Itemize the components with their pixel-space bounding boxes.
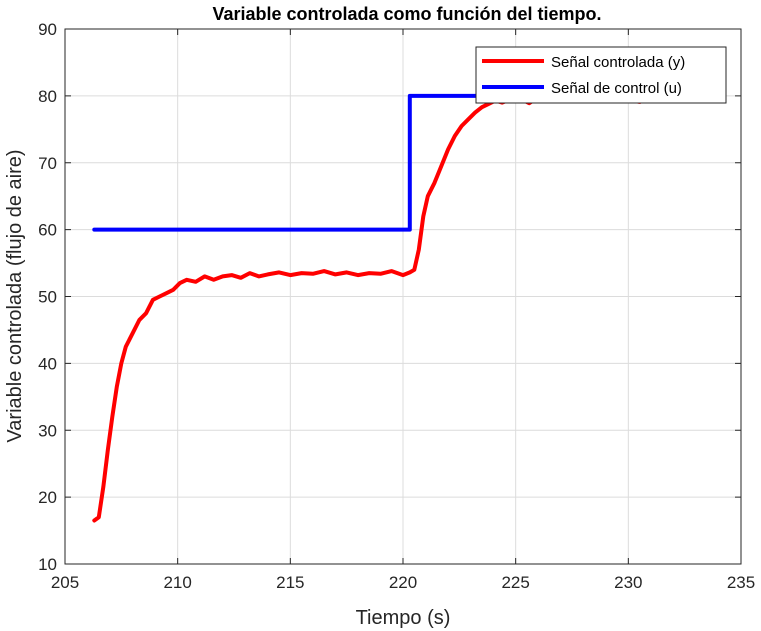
x-tick-label: 230 xyxy=(614,573,642,592)
y-ticks: 10 20 30 40 50 60 70 80 90 xyxy=(38,20,741,574)
x-ticks: 205 210 215 220 225 230 235 xyxy=(51,29,755,592)
y-tick-label: 50 xyxy=(38,288,57,307)
x-tick-label: 235 xyxy=(727,573,755,592)
legend: Señal controlada (y) Señal de control (u… xyxy=(475,46,727,104)
legend-label-series-2: Señal de control (u) xyxy=(551,80,682,97)
chart-title: Variable controlada como función del tie… xyxy=(212,4,601,24)
y-tick-label: 10 xyxy=(38,555,57,574)
x-tick-label: 210 xyxy=(163,573,191,592)
y-tick-label: 20 xyxy=(38,488,57,507)
y-tick-label: 30 xyxy=(38,421,57,440)
y-tick-label: 40 xyxy=(38,354,57,373)
y-tick-label: 90 xyxy=(38,20,57,39)
x-tick-label: 225 xyxy=(501,573,529,592)
x-axis-label: Tiempo (s) xyxy=(356,607,451,629)
y-tick-label: 70 xyxy=(38,154,57,173)
legend-box xyxy=(475,46,727,104)
y-tick-label: 60 xyxy=(38,221,57,240)
y-tick-label: 80 xyxy=(38,87,57,106)
legend-label-series-1: Señal controlada (y) xyxy=(551,54,685,71)
x-tick-label: 220 xyxy=(389,573,417,592)
x-tick-label: 215 xyxy=(276,573,304,592)
x-tick-label: 205 xyxy=(51,573,79,592)
y-axis-label: Variable controlada (flujo de aire) xyxy=(4,149,26,442)
